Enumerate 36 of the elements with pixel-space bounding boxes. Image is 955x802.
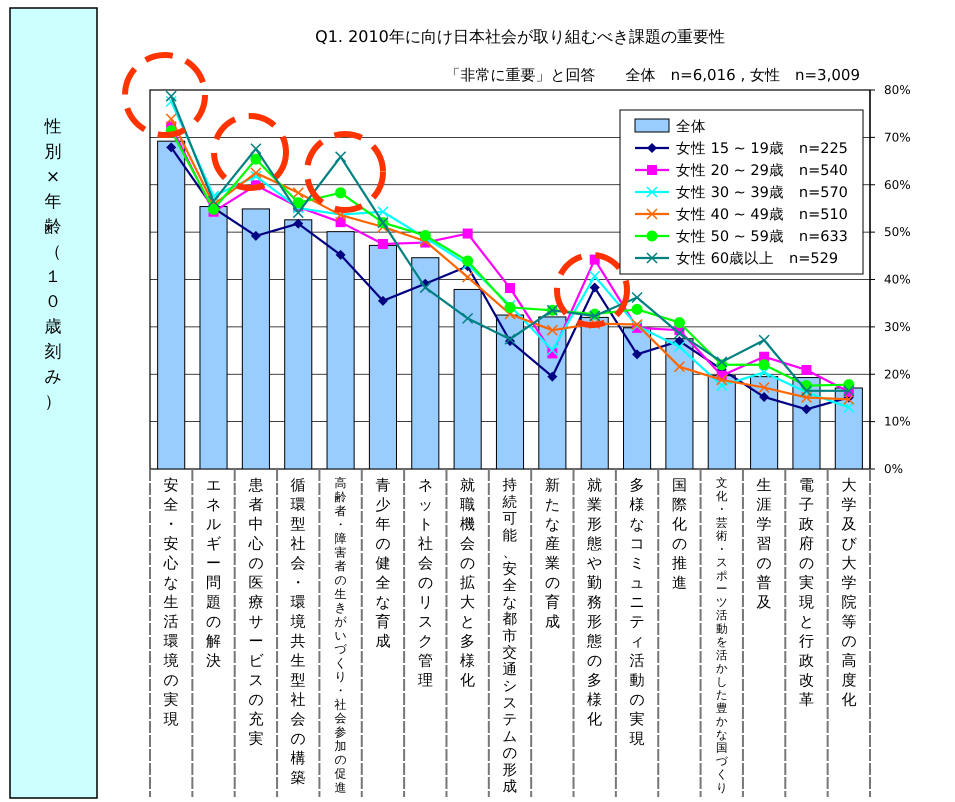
- legend-label: 女性 20 ~ 29歳 n=540: [676, 162, 848, 179]
- legend-label: 女性 30 ~ 39歳 n=570: [676, 184, 848, 201]
- y-tick-label: 0%: [884, 462, 904, 476]
- category-label: 患者中心の医療サービスの充実: [248, 476, 264, 748]
- category-label: 電子政府の実現と行政改革: [798, 476, 814, 708]
- category-label: エネルギー問題の解決: [206, 476, 222, 670]
- y-tick-label: 30%: [884, 320, 911, 334]
- x-tick-label: 新たな産業の育成: [544, 476, 560, 630]
- category-label: 多様なコミュニティ活動の実現: [630, 476, 645, 748]
- category-label: 大学及び大学院等の高度化: [841, 476, 856, 708]
- chart-title: Q1. 2010年に向け日本社会が取り組むべき課題の重要性: [315, 27, 725, 46]
- legend-label: 女性 15 ~ 19歳 n=225: [676, 140, 848, 157]
- text: 性別×年齢（１０歳刻み）: [44, 117, 62, 412]
- category-label: 就業形態や勤務形態の多様化: [587, 476, 602, 728]
- y-tick-label: 10%: [884, 414, 911, 429]
- category-label: 循環型社会・環境共生型社会の構築: [290, 476, 306, 786]
- category-label: ネット社会のリスク管理: [418, 476, 433, 689]
- legend-label: 女性 40 ~ 49歳 n=510: [676, 206, 848, 223]
- category-label: 就職機会の拡大と多様化: [460, 476, 476, 689]
- y-tick-label: 40%: [884, 272, 911, 286]
- y-tick-label: 60%: [884, 178, 911, 192]
- legend-label: 女性 60歳以上 n=529: [676, 250, 838, 267]
- legend-label: 女性 50 ~ 59歳 n=633: [676, 228, 848, 245]
- y-tick-label: 80%: [884, 83, 911, 97]
- category-label: 持続可能、安全な都市交通システムの形成: [502, 476, 518, 795]
- category-label: 安全・安心な生活環境の実現: [164, 476, 179, 728]
- x-tick-label: 国際化の推進: [672, 476, 687, 592]
- x-tick-label: 生涯学習の普及: [756, 476, 772, 611]
- legend-label: 全体: [676, 118, 706, 135]
- y-tick-label: 50%: [884, 225, 911, 240]
- chart-subtitle: 「非常に重要」と回答 全体 n=6,016 , 女性 n=3,009: [446, 66, 860, 84]
- category-label: 青少年の健全な育成: [375, 476, 390, 650]
- y-tick-label: 20%: [884, 367, 911, 382]
- y-tick-label: 70%: [884, 130, 911, 144]
- category-label: 文化・芸術・スポーツ活動を活かした豊かな国づくり: [716, 476, 728, 794]
- category-label: 高齢者・障害者の生きがいづくり・社会参加の促進: [334, 476, 347, 794]
